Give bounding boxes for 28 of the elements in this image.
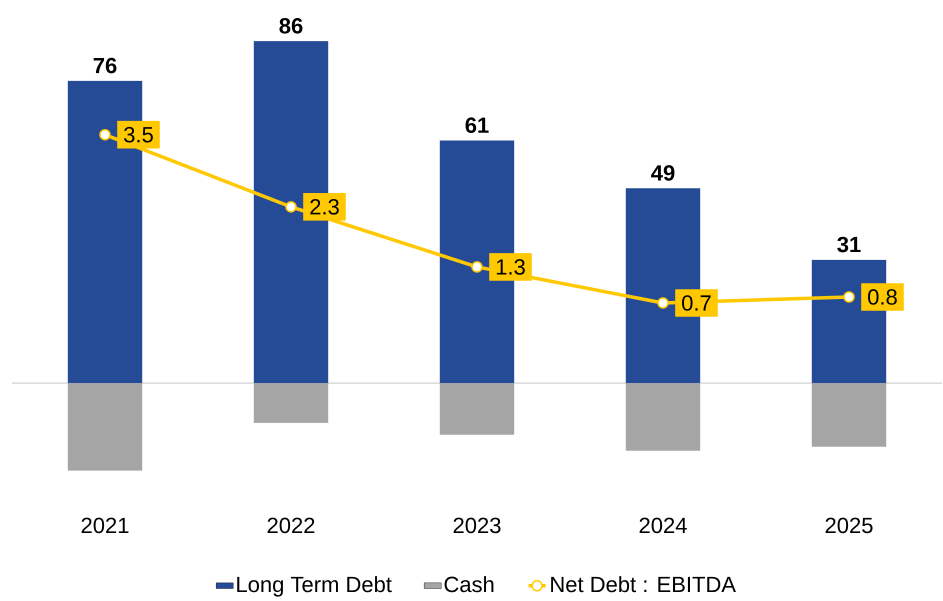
point xyxy=(99,128,111,140)
data-label: 0.7 xyxy=(682,295,711,311)
legend-label: Cash xyxy=(444,576,494,592)
x-tick-label: 2024 xyxy=(640,518,687,534)
legend-label: Net Debt : EBITDA xyxy=(551,576,736,592)
data-label: 61 xyxy=(466,117,489,133)
data-label: 0.8 xyxy=(868,289,897,305)
x-tick-label: 2025 xyxy=(826,518,873,534)
data-label: 49 xyxy=(651,165,674,181)
bar xyxy=(626,383,700,451)
data-label: 76 xyxy=(94,58,116,74)
bar xyxy=(440,383,514,435)
data-label: 2.3 xyxy=(310,198,339,215)
point xyxy=(657,297,669,309)
bar xyxy=(254,383,328,423)
bar xyxy=(68,383,142,471)
point xyxy=(471,261,483,273)
point xyxy=(843,291,855,303)
legend-label: Long Term Debt xyxy=(237,576,392,597)
x-tick-label: 2023 xyxy=(454,518,500,534)
point xyxy=(285,201,297,213)
data-label: 3.5 xyxy=(124,126,153,142)
x-tick-label: 2021 xyxy=(82,518,128,534)
x-tick-label: 2022 xyxy=(268,518,314,534)
data-label: 1.3 xyxy=(496,259,525,275)
data-label: 86 xyxy=(279,18,302,34)
bar xyxy=(812,383,886,447)
data-label: 31 xyxy=(837,236,861,252)
